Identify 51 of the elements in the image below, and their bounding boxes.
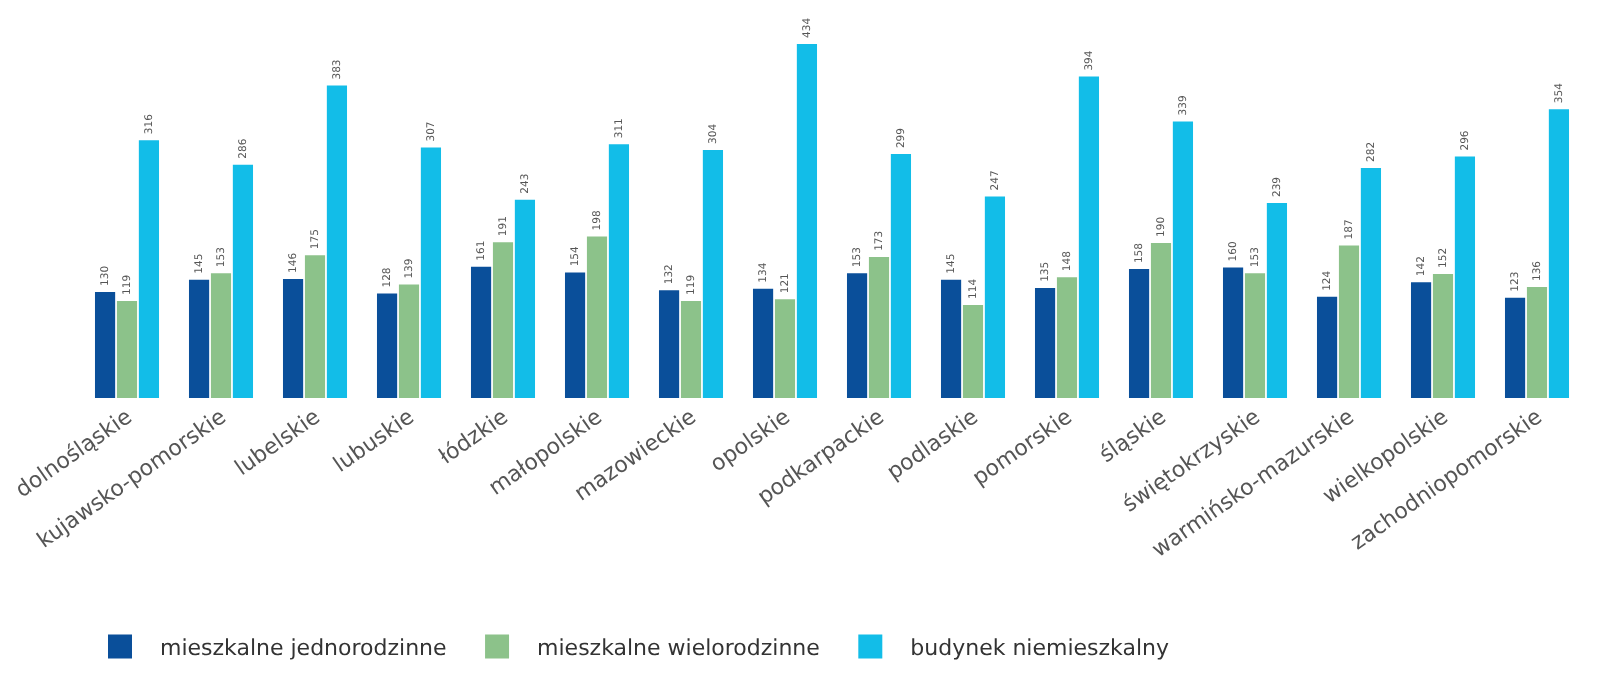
bar (232, 164, 254, 398)
bar (1316, 296, 1338, 398)
bar (470, 266, 492, 398)
bar (1548, 109, 1570, 398)
bar (752, 288, 774, 398)
bar (1410, 282, 1432, 398)
bar (398, 284, 420, 398)
bar (138, 140, 160, 398)
bar (680, 300, 702, 398)
bar (608, 144, 630, 398)
bar (376, 293, 398, 398)
bar (1078, 76, 1100, 398)
legend-label: mieszkalne jednorodzinne (160, 635, 448, 662)
legend-label: budynek niemieszkalny (910, 635, 1170, 662)
bar (514, 199, 536, 398)
bar (420, 147, 442, 398)
bar (210, 273, 232, 398)
bar (846, 273, 868, 398)
bar (940, 279, 962, 398)
bar (188, 279, 210, 398)
bar (1454, 156, 1476, 398)
legend-label: mieszkalne wielorodzinne (537, 635, 821, 662)
bar (1504, 297, 1526, 398)
bar (1128, 269, 1150, 398)
bar (796, 44, 818, 398)
bar (1034, 287, 1056, 398)
bar (1432, 274, 1454, 398)
bar (1222, 267, 1244, 398)
bar (658, 290, 680, 398)
bar (1056, 277, 1078, 398)
bar (492, 242, 514, 398)
bar (774, 299, 796, 398)
bar (1360, 167, 1382, 398)
bar (304, 255, 326, 398)
bar (868, 256, 890, 398)
bar (586, 236, 608, 398)
bar (890, 154, 912, 398)
bar (1338, 245, 1360, 398)
bar (702, 150, 724, 398)
bar (326, 85, 348, 398)
bar (116, 300, 138, 398)
bar (564, 272, 586, 398)
bar (1266, 203, 1288, 398)
bar (1150, 243, 1172, 398)
bar (1172, 121, 1194, 398)
bar (1244, 273, 1266, 398)
bar (984, 196, 1006, 398)
bar (1526, 287, 1548, 398)
bar (282, 278, 304, 398)
bar (94, 291, 116, 398)
bar (962, 305, 984, 398)
